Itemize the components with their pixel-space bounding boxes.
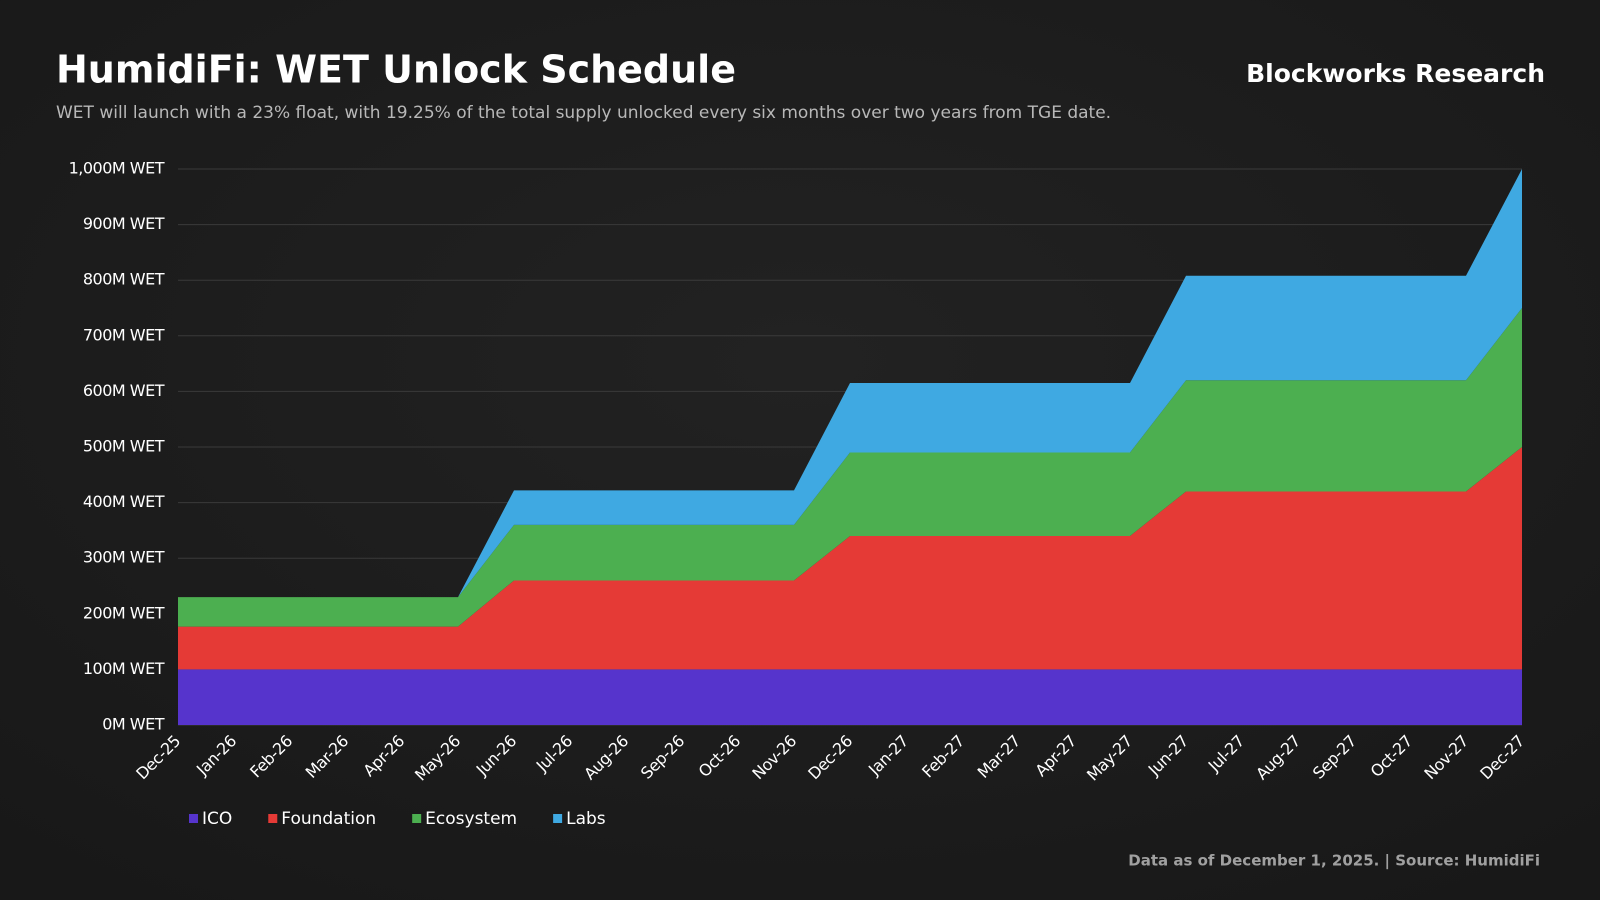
- legend-label: Foundation: [281, 809, 376, 829]
- chart-subtitle: WET will launch with a 23% float, with 1…: [56, 103, 1111, 123]
- y-tick-label: 100M WET: [83, 659, 165, 678]
- y-tick-label: 500M WET: [83, 437, 165, 456]
- legend-label: ICO: [202, 809, 232, 829]
- legend-swatch: [189, 814, 198, 823]
- legend-label: Ecosystem: [425, 809, 517, 829]
- y-tick-label: 200M WET: [83, 603, 165, 622]
- y-tick-label: 800M WET: [83, 270, 165, 289]
- chart-title: HumidiFi: WET Unlock Schedule: [56, 48, 736, 92]
- legend-swatch: [553, 814, 563, 823]
- y-tick-label: 700M WET: [83, 325, 165, 344]
- footer: Data as of December 1, 2025. | Source: H…: [1128, 852, 1540, 871]
- area: [178, 447, 1522, 670]
- y-tick-label: 600M WET: [83, 381, 165, 400]
- y-tick-label: 300M WET: [83, 548, 165, 567]
- area: [178, 308, 1522, 627]
- area: [178, 169, 1522, 598]
- y-tick-label: 1,000M WET: [69, 159, 165, 178]
- y-tick-label: 400M WET: [83, 492, 165, 511]
- y-tick-label: 0M WET: [102, 715, 165, 734]
- brand: Blockworks Research: [1246, 59, 1545, 88]
- y-tick-label: 900M WET: [83, 214, 165, 233]
- legend-label: Labs: [566, 809, 606, 829]
- area: [178, 669, 1522, 725]
- legend-swatch: [412, 814, 422, 823]
- legend-swatch: [268, 814, 278, 823]
